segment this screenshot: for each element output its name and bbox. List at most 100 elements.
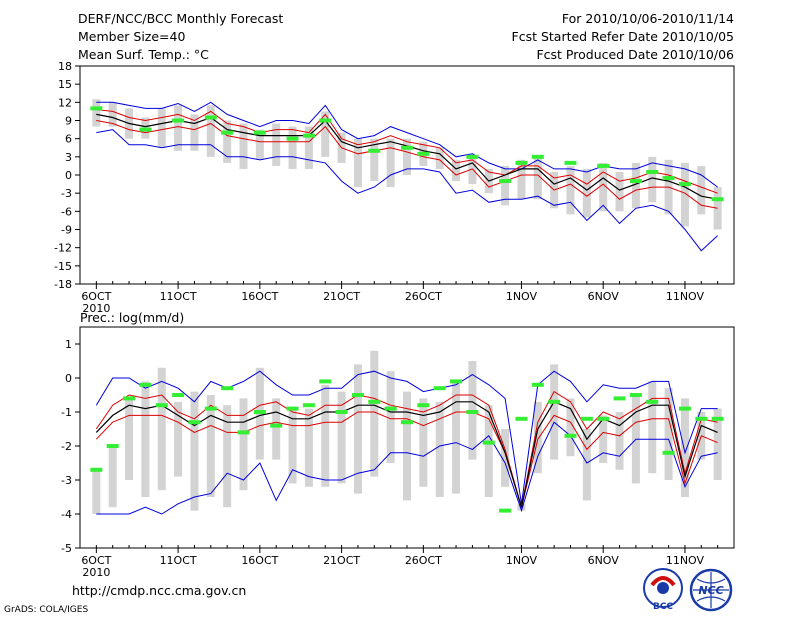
prec-y-tick-label: 0 xyxy=(65,372,72,385)
temp-x-tick-label: 6OCT xyxy=(81,290,111,303)
temp-spread-box xyxy=(680,162,689,227)
temp-spread-box xyxy=(239,123,248,169)
prec-spread-box xyxy=(386,371,395,463)
prec-x-tick-label: 11NOV xyxy=(666,554,705,567)
prec-spread-box xyxy=(664,388,673,480)
bcc-logo-text: BCC xyxy=(653,602,673,612)
temp-x-tick-label: 16OCT xyxy=(241,290,278,303)
temp-spread-box xyxy=(452,159,461,182)
prec-spread-box xyxy=(648,381,657,474)
temp-observed-marker xyxy=(597,163,610,168)
header-title: DERF/NCC/BCC Monthly Forecast xyxy=(78,11,284,26)
prec-x-tick-label: 1NOV xyxy=(506,554,538,567)
prec-observed-marker xyxy=(531,382,544,387)
ncc-logo-text: NCC xyxy=(698,584,723,597)
prec-observed-marker xyxy=(548,399,561,404)
prec-y-tick-label: -1 xyxy=(61,406,72,419)
temp-observed-marker xyxy=(662,176,675,181)
temp-y-tick-label: -6 xyxy=(61,205,72,218)
temp-spread-box xyxy=(582,168,591,218)
temp-spread-box xyxy=(599,162,608,212)
prec-upper-quartile-line xyxy=(95,390,718,508)
temp-min-line xyxy=(96,129,718,252)
temp-spread-box xyxy=(697,165,706,215)
prec-observed-marker xyxy=(695,416,708,421)
temp-observed-marker xyxy=(221,130,234,135)
header-variable: Mean Surf. Temp.: °C xyxy=(78,47,209,62)
temp-spread-box xyxy=(206,105,215,157)
prec-y-tick-label: 1 xyxy=(65,338,72,351)
prec-observed-marker xyxy=(482,440,495,445)
header-member-size: Member Size=40 xyxy=(78,29,186,44)
prec-y-tick-label: -5 xyxy=(61,542,72,555)
temp-spread-box xyxy=(304,126,313,169)
prec-x-tick-label: 6OCT xyxy=(81,554,111,567)
temp-lower-quartile-line xyxy=(96,120,718,209)
bcc-logo: BCC xyxy=(643,568,683,612)
prec-observed-marker xyxy=(286,406,299,411)
prec-observed-marker xyxy=(433,386,446,391)
prec-observed-marker xyxy=(139,382,152,387)
temp-spread-box xyxy=(321,111,330,157)
temp-y-tick-label: -12 xyxy=(54,242,72,255)
temp-observed-marker xyxy=(564,160,577,165)
temp-spread-box xyxy=(353,138,362,188)
temp-spread-box xyxy=(468,156,477,185)
temp-spread-box xyxy=(272,123,281,166)
temp-observed-marker xyxy=(253,130,266,135)
prec-observed-marker xyxy=(351,393,364,397)
prec-observed-marker xyxy=(564,433,577,438)
temp-y-tick-label: 9 xyxy=(65,115,72,128)
temp-observed-marker xyxy=(204,115,217,120)
header-produced-date: Fcst Produced Date 2010/10/06 xyxy=(536,47,734,62)
temp-y-tick-label: 12 xyxy=(58,96,72,109)
temp-spread-box xyxy=(517,159,526,200)
prec-y-tick-label: -3 xyxy=(61,474,72,487)
temp-observed-marker xyxy=(629,179,642,184)
prec-spread-box xyxy=(582,429,591,501)
temp-spread-box xyxy=(255,129,264,160)
prec-observed-marker xyxy=(90,467,103,472)
prec-spread-box xyxy=(452,381,461,494)
temp-x-tick-label: 21OCT xyxy=(323,290,360,303)
temp-spread-box xyxy=(386,138,395,188)
prec-observed-marker xyxy=(221,386,234,391)
header-forecast-period: For 2010/10/06-2010/11/14 xyxy=(561,11,734,26)
prec-spread-box xyxy=(157,367,166,491)
prec-spread-box xyxy=(190,391,199,511)
temp-observed-marker xyxy=(319,118,332,123)
temp-observed-marker xyxy=(646,169,659,174)
prec-observed-marker xyxy=(155,403,168,408)
ncc-logo: NCC xyxy=(689,568,733,612)
prec-observed-marker xyxy=(450,379,463,384)
temp-spread-box xyxy=(403,138,411,175)
prec-observed-marker xyxy=(678,406,691,411)
temp-y-tick-label: -3 xyxy=(61,187,72,200)
temp-y-tick-label: -18 xyxy=(54,278,72,291)
prec-observed-marker xyxy=(515,416,528,421)
temp-x-tick-label: 26OCT xyxy=(405,290,442,303)
temp-x-tick-label: 11NOV xyxy=(666,290,705,303)
temp-y-tick-label: -15 xyxy=(54,260,72,273)
temp-spread-box xyxy=(713,187,722,230)
temp-y-tick-label: 0 xyxy=(65,169,72,182)
prec-observed-marker xyxy=(123,396,136,401)
prec-spread-box xyxy=(125,398,134,480)
header-started-date: Fcst Started Refer Date 2010/10/05 xyxy=(511,29,735,44)
prec-spread-box xyxy=(615,412,624,470)
temp-spread-box xyxy=(174,105,183,151)
prec-observed-marker xyxy=(466,410,479,414)
temp-spread-box xyxy=(648,156,657,203)
temp-observed-marker xyxy=(678,182,691,187)
prec-y-tick-label: -2 xyxy=(61,440,72,453)
prec-spread-box xyxy=(337,391,346,484)
prec-lower-quartile-line xyxy=(95,411,718,510)
prec-observed-marker xyxy=(368,399,381,404)
prec-observed-marker xyxy=(335,410,348,414)
prec-observed-marker xyxy=(204,406,217,411)
temp-observed-marker xyxy=(90,106,103,111)
grads-credit: GrADS: COLA/IGES xyxy=(4,605,89,615)
prec-observed-marker xyxy=(384,406,397,411)
temp-observed-marker xyxy=(139,127,152,132)
prec-observed-marker xyxy=(597,416,610,421)
